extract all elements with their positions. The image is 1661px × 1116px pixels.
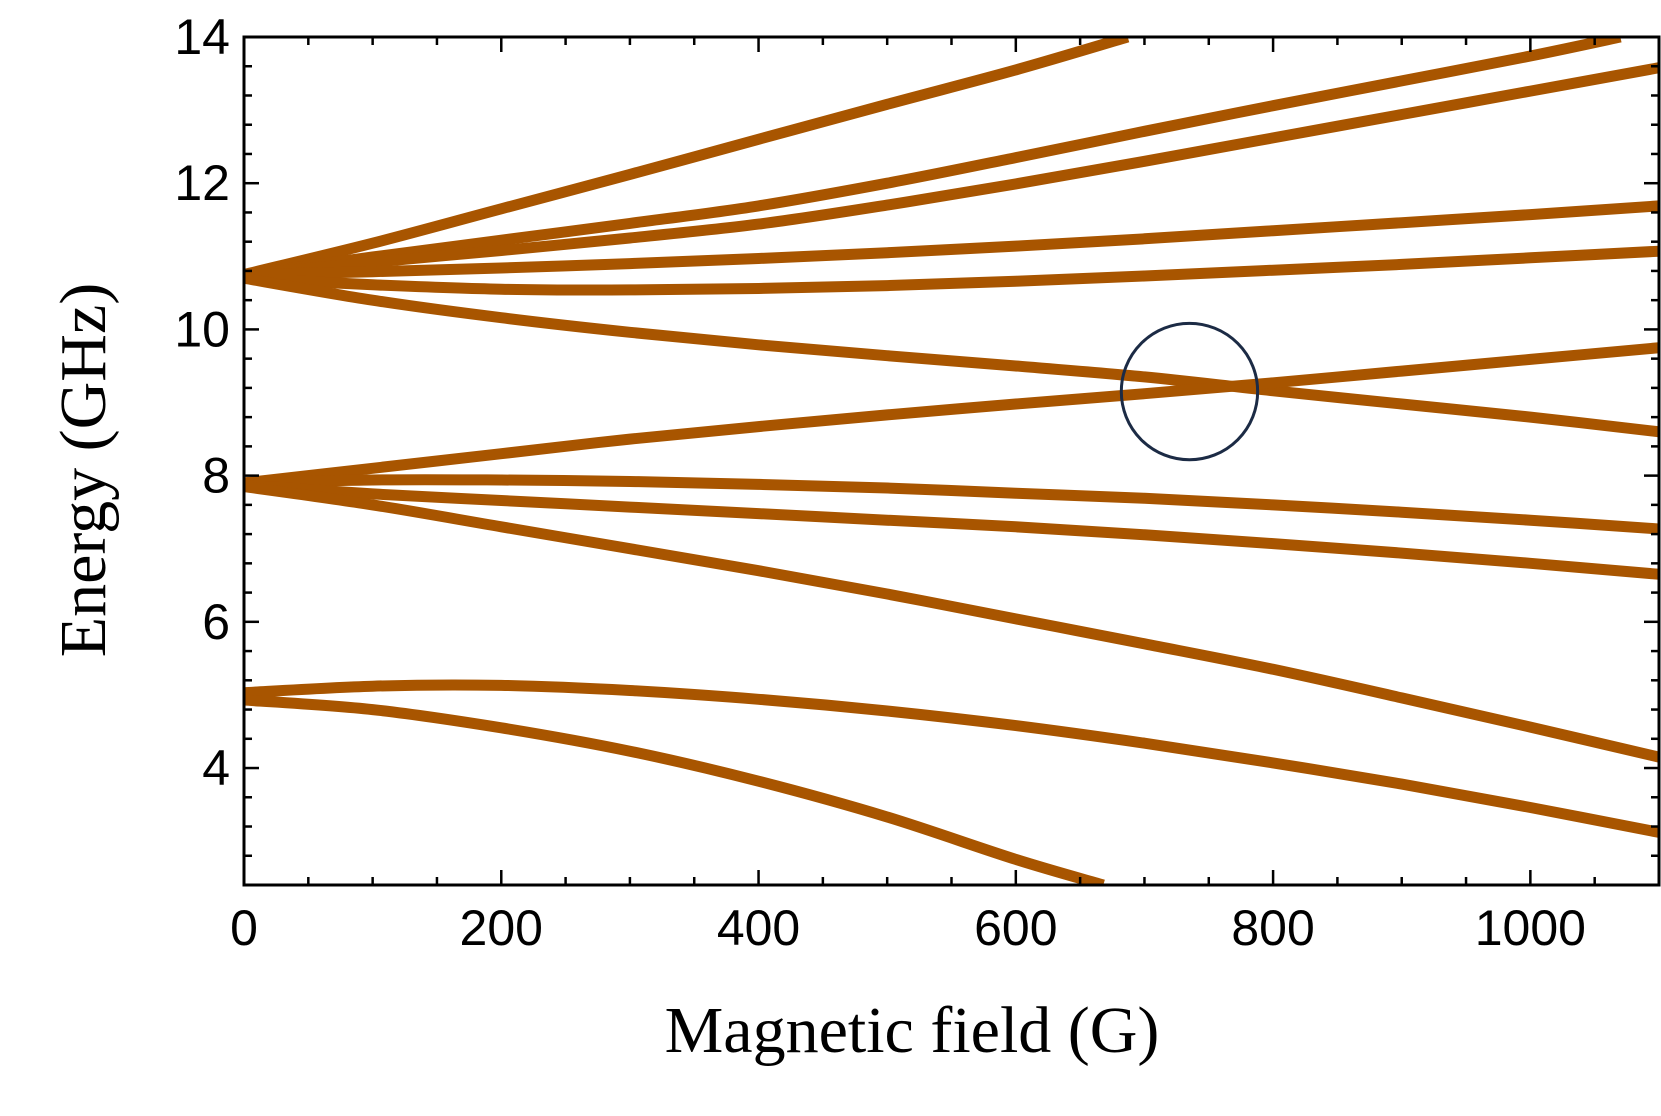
curve-level-1 [244,37,1130,280]
crossing-highlight-circle [1119,321,1260,462]
curve-level-11 [244,679,1659,838]
y-tick-label: 4 [202,740,230,796]
y-tick-label: 10 [174,301,230,357]
curve-level-9 [244,479,1659,580]
curve-level-3 [244,62,1659,281]
x-tick-label: 400 [717,900,800,956]
y-tick-label: 12 [174,155,230,211]
y-axis-label: Energy (GHz) [47,283,120,657]
curve-level-7 [244,342,1659,489]
x-tick-label: 0 [230,900,258,956]
y-tick-label: 8 [202,448,230,504]
tick-labels: 0 200 400 600 800 1000 4 6 8 10 12 14 [174,9,1586,956]
curve-level-8 [244,474,1659,535]
x-tick-label: 800 [1231,900,1314,956]
energy-curves [244,37,1659,885]
curve-level-6 [244,272,1659,438]
annotation-layer [1119,321,1260,462]
x-tick-label: 600 [974,900,1057,956]
curve-level-10 [244,481,1659,763]
curve-level-2 [244,37,1622,281]
curve-level-12 [244,694,1105,885]
x-axis-label: Magnetic field (G) [665,994,1160,1067]
y-tick-label: 6 [202,594,230,650]
curve-level-4 [244,200,1659,281]
x-tick-label: 1000 [1475,900,1586,956]
y-tick-label: 14 [174,9,230,65]
plot-frame [242,35,1661,887]
x-tick-label: 200 [460,900,543,956]
curve-level-5 [244,245,1659,296]
